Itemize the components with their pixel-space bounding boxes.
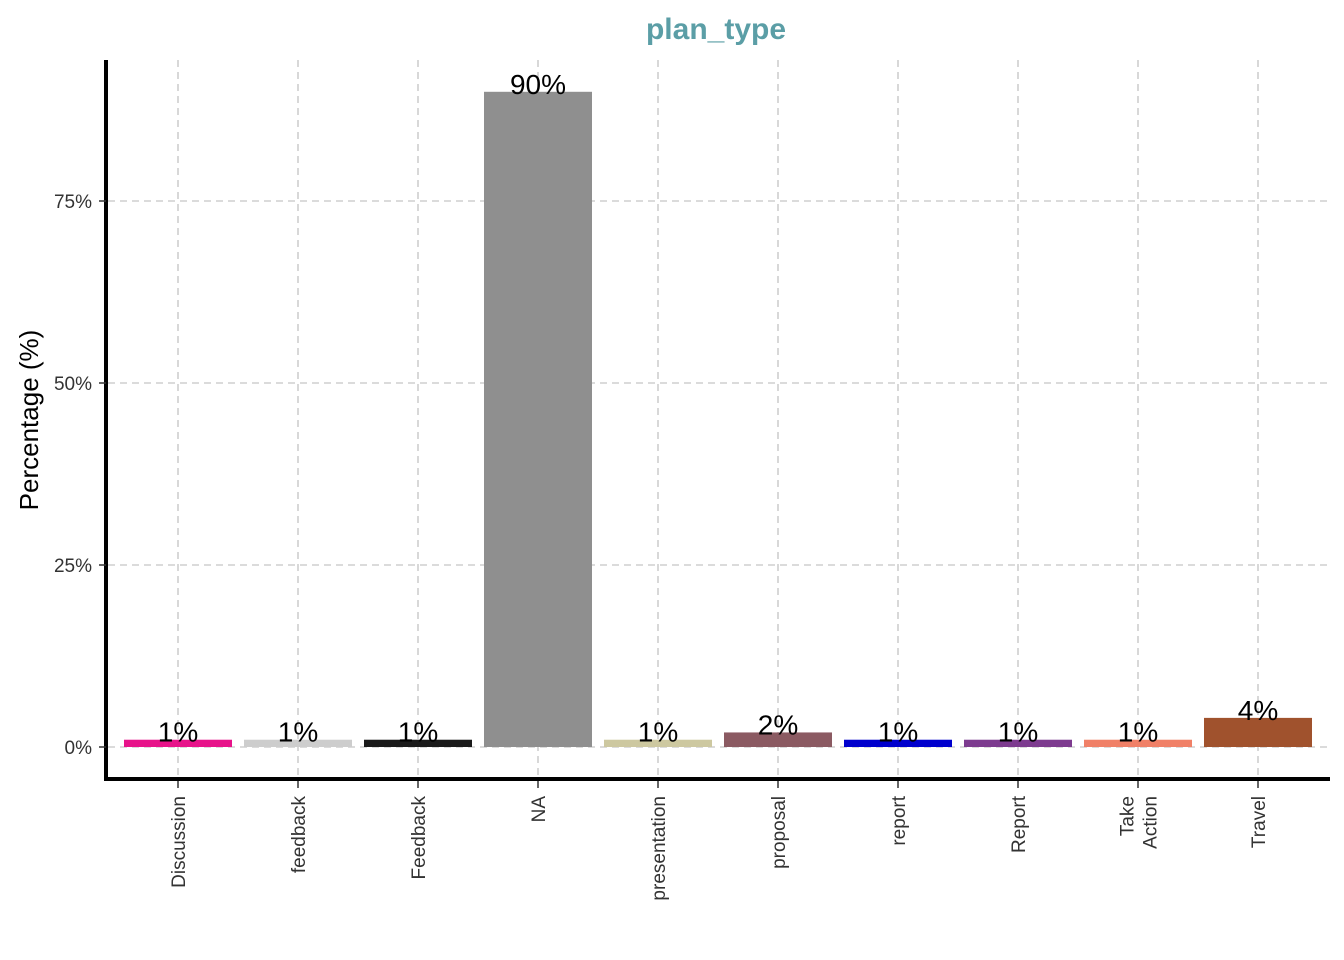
data-labels: 1% 1% 1% 90% 1% 2% 1% 1% 1% 4% — [158, 69, 1278, 748]
bar — [1204, 717, 1312, 747]
bar — [364, 739, 472, 747]
x-tick-label: NA — [529, 796, 550, 823]
bar — [844, 739, 952, 747]
bar — [1084, 739, 1192, 747]
y-tick-label: 25% — [54, 556, 92, 577]
data-label: 90% — [510, 69, 566, 100]
x-tick-label: report — [889, 795, 910, 845]
y-axis-label: Percentage (%) — [14, 330, 44, 511]
x-tick-label: Discussion — [169, 796, 190, 888]
data-label: 2% — [758, 709, 798, 740]
x-tick-label: Report — [1009, 795, 1030, 853]
x-tick-label: presentation — [649, 796, 670, 901]
x-tick-label: Action — [1141, 796, 1162, 849]
bar — [244, 739, 352, 747]
x-tick-label: feedback — [289, 796, 310, 874]
data-label: 1% — [158, 717, 198, 748]
data-label: 1% — [998, 717, 1038, 748]
data-label: 1% — [398, 717, 438, 748]
grid-lines — [108, 60, 1328, 777]
bar — [604, 739, 712, 747]
chart-title: plan_type — [646, 13, 786, 46]
y-tick-label: 0% — [65, 738, 93, 759]
x-ticks: Discussion feedback Feedback NA presentation… — [169, 781, 1270, 901]
data-label: 1% — [638, 717, 678, 748]
x-tick-label: Travel — [1249, 796, 1270, 848]
y-ticks: 0% 25% 50% 75% — [54, 192, 106, 759]
bars — [124, 91, 1312, 748]
y-tick-label: 50% — [54, 374, 92, 395]
bar — [124, 739, 232, 747]
bar — [724, 732, 832, 747]
x-tick-label: Feedback — [409, 796, 430, 880]
y-tick-label: 75% — [54, 192, 92, 213]
bar — [964, 739, 1072, 747]
data-label: 4% — [1238, 695, 1278, 726]
data-label: 1% — [878, 717, 918, 748]
x-tick-label: Take — [1118, 796, 1139, 836]
data-label: 1% — [278, 717, 318, 748]
bar — [484, 91, 592, 748]
data-label: 1% — [1118, 717, 1158, 748]
x-tick-label: proposal — [769, 796, 790, 869]
